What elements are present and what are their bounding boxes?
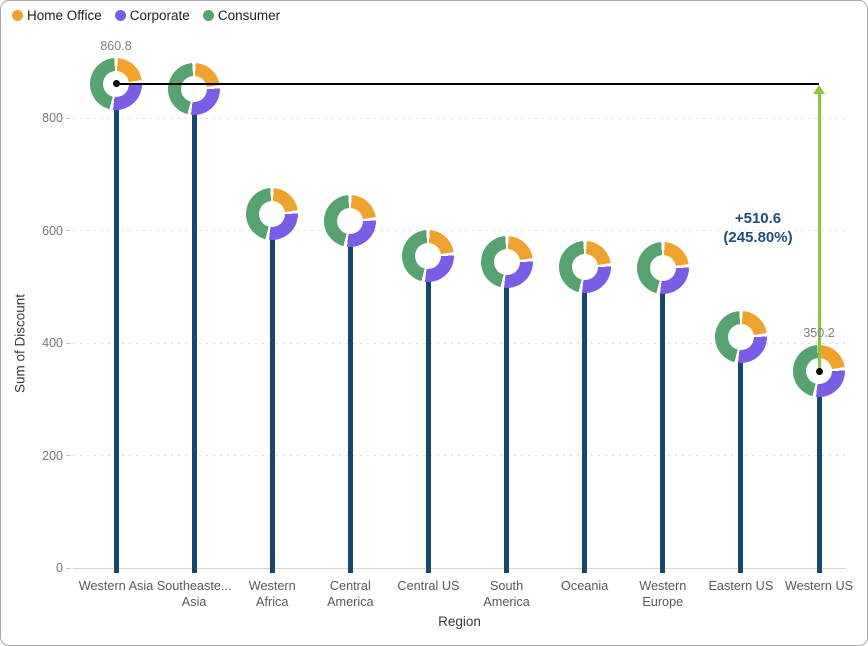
lollipop-stem[interactable] xyxy=(816,393,822,573)
gridline xyxy=(73,455,846,456)
y-tick-mark-icon xyxy=(66,568,71,569)
legend-item-label: Home Office xyxy=(27,8,102,23)
x-axis-title: Region xyxy=(438,614,481,629)
data-point-label: 350.2 xyxy=(803,326,835,340)
y-tick-mark-icon xyxy=(66,455,71,456)
x-axis-category-label: South America xyxy=(483,579,530,609)
x-axis-category-label: Western Africa xyxy=(248,579,296,609)
delta-arrow-line xyxy=(817,90,821,371)
lollipop-stem[interactable] xyxy=(347,242,353,573)
y-tick-mark-icon xyxy=(66,118,71,119)
delta-value-label: +510.6 xyxy=(734,210,782,227)
legend-item-home-office[interactable]: Home Office xyxy=(12,8,102,23)
end-point-marker[interactable] xyxy=(815,367,823,375)
gridline xyxy=(73,343,846,344)
x-axis-category-label: Central US xyxy=(397,579,460,593)
donut-hole xyxy=(337,207,364,234)
y-tick-mark-icon xyxy=(66,230,71,231)
delta-annotation: +510.6 (245.80%) xyxy=(688,209,828,247)
donut-chart[interactable] xyxy=(246,188,299,241)
gridline xyxy=(73,118,846,119)
data-point-label: 860.8 xyxy=(100,38,132,53)
donut-hole xyxy=(415,242,442,269)
y-tick-label: 200 xyxy=(42,448,63,463)
donut-hole xyxy=(181,76,208,103)
legend-dot-icon xyxy=(202,10,214,21)
delta-arrow-head-icon xyxy=(813,84,825,94)
start-point-marker[interactable] xyxy=(112,80,120,88)
x-axis-category-label: Western Asia xyxy=(78,579,154,593)
y-axis-title: Sum of Discount xyxy=(12,293,28,393)
legend-item-corporate[interactable]: Corporate xyxy=(114,8,190,23)
x-axis-category-label: Oceania xyxy=(561,579,609,593)
legend-item-consumer[interactable]: Consumer xyxy=(202,8,281,23)
legend-item-label: Consumer xyxy=(217,8,281,23)
y-tick-label: 400 xyxy=(42,336,63,350)
delta-percent-label: (245.80%) xyxy=(723,229,793,246)
x-axis-category-label: Southeaste... Asia xyxy=(156,579,232,609)
donut-hole xyxy=(493,249,520,275)
donut-hole xyxy=(727,323,754,350)
x-axis-category-label: Western Europe xyxy=(639,579,687,609)
donut-hole xyxy=(571,254,598,281)
donut-chart[interactable] xyxy=(324,194,377,247)
lollipop-stem[interactable] xyxy=(504,284,510,573)
donut-chart[interactable] xyxy=(714,310,767,363)
y-tick-mark-icon xyxy=(66,343,71,344)
legend-item-label: Corporate xyxy=(129,8,190,23)
lollipop-stem[interactable] xyxy=(191,111,197,573)
x-axis-category-label: Eastern US xyxy=(708,579,774,593)
lollipop-stem[interactable] xyxy=(582,289,588,573)
gridline xyxy=(73,230,846,231)
donut-hole xyxy=(259,201,286,228)
x-axis-baseline xyxy=(73,568,846,569)
legend-dot-icon xyxy=(114,10,126,21)
legend-dot-icon xyxy=(12,10,23,21)
y-tick-label: 600 xyxy=(42,223,63,238)
donut-chart[interactable] xyxy=(480,236,533,288)
x-axis-category-label: Western US xyxy=(784,579,854,593)
donut-chart[interactable] xyxy=(636,242,689,295)
y-tick-label: 800 xyxy=(42,111,63,125)
donut-hole xyxy=(649,255,676,282)
lollipop-stem[interactable] xyxy=(425,277,431,573)
lollipop-stem[interactable] xyxy=(113,105,119,573)
lollipop-stem[interactable] xyxy=(269,236,275,573)
x-axis-category-label: Central America xyxy=(327,579,374,609)
lollipop-stem[interactable] xyxy=(738,358,744,573)
donut-chart[interactable] xyxy=(558,241,611,294)
delta-reference-line xyxy=(116,82,819,85)
y-tick-label: 0 xyxy=(56,561,63,575)
donut-chart[interactable] xyxy=(168,63,221,116)
legend: Home Office Corporate Consumer xyxy=(12,8,280,23)
lollipop-stem[interactable] xyxy=(660,290,666,573)
donut-chart[interactable] xyxy=(402,229,455,282)
